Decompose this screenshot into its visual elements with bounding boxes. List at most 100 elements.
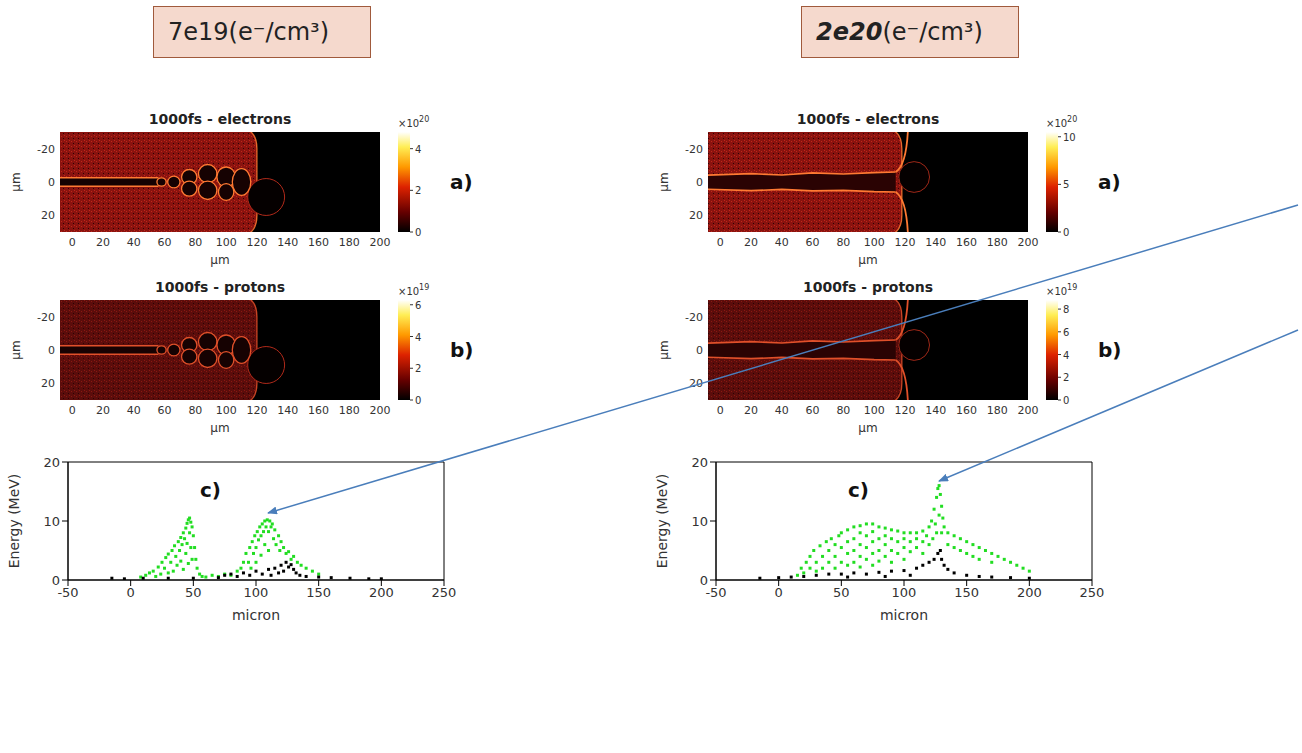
- svg-text:-20: -20: [685, 143, 703, 156]
- svg-text:μm: μm: [9, 172, 23, 191]
- svg-text:20: 20: [691, 455, 708, 470]
- svg-text:8: 8: [1063, 304, 1069, 315]
- svg-text:μm: μm: [210, 421, 229, 435]
- svg-text:120: 120: [246, 236, 267, 249]
- svg-text:0: 0: [700, 573, 708, 588]
- svg-text:50: 50: [833, 585, 850, 600]
- svg-text:80: 80: [836, 236, 850, 249]
- svg-text:0: 0: [415, 227, 421, 238]
- svg-text:200: 200: [370, 236, 391, 249]
- svg-text:120: 120: [894, 236, 915, 249]
- svg-text:150: 150: [306, 585, 331, 600]
- svg-text:0: 0: [127, 585, 135, 600]
- svg-text:×1020: ×1020: [398, 115, 429, 129]
- svg-text:1000fs - protons: 1000fs - protons: [803, 279, 933, 295]
- svg-text:250: 250: [1080, 585, 1105, 600]
- svg-text:180: 180: [339, 236, 360, 249]
- svg-text:200: 200: [370, 404, 391, 417]
- svg-text:160: 160: [956, 236, 977, 249]
- svg-text:40: 40: [775, 236, 789, 249]
- svg-text:a): a): [450, 170, 473, 194]
- svg-text:40: 40: [127, 236, 141, 249]
- svg-text:4: 4: [415, 144, 421, 155]
- svg-text:20: 20: [689, 377, 703, 390]
- svg-text:180: 180: [987, 404, 1008, 417]
- svg-text:20: 20: [96, 404, 110, 417]
- svg-text:0: 0: [1063, 227, 1069, 238]
- svg-text:20: 20: [41, 209, 55, 222]
- svg-text:2: 2: [415, 363, 421, 374]
- svg-text:200: 200: [1017, 585, 1042, 600]
- svg-text:-50: -50: [705, 585, 726, 600]
- svg-text:60: 60: [158, 404, 172, 417]
- svg-text:-20: -20: [685, 311, 703, 324]
- svg-text:×1019: ×1019: [398, 283, 429, 297]
- svg-text:160: 160: [956, 404, 977, 417]
- svg-text:80: 80: [836, 404, 850, 417]
- svg-text:0: 0: [1063, 395, 1069, 406]
- svg-text:20: 20: [744, 236, 758, 249]
- svg-text:60: 60: [158, 236, 172, 249]
- svg-text:b): b): [1098, 338, 1121, 362]
- svg-text:-50: -50: [57, 585, 78, 600]
- svg-text:micron: micron: [232, 607, 280, 622]
- svg-text:-20: -20: [37, 311, 55, 324]
- svg-text:100: 100: [244, 585, 269, 600]
- svg-text:2: 2: [1063, 372, 1069, 383]
- svg-text:20: 20: [41, 377, 55, 390]
- svg-text:Energy (MeV): Energy (MeV): [654, 474, 670, 569]
- svg-text:μm: μm: [657, 340, 671, 359]
- svg-text:200: 200: [1018, 404, 1039, 417]
- svg-text:160: 160: [308, 236, 329, 249]
- svg-text:1000fs - electrons: 1000fs - electrons: [149, 111, 292, 127]
- svg-text:150: 150: [954, 585, 979, 600]
- svg-text:100: 100: [216, 404, 237, 417]
- svg-text:140: 140: [925, 404, 946, 417]
- svg-text:200: 200: [369, 585, 394, 600]
- svg-text:0: 0: [48, 344, 55, 357]
- svg-text:20: 20: [96, 236, 110, 249]
- svg-text:b): b): [450, 338, 473, 362]
- svg-text:2: 2: [415, 185, 421, 196]
- svg-text:0: 0: [48, 176, 55, 189]
- svg-text:10: 10: [43, 514, 60, 529]
- svg-text:10: 10: [691, 514, 708, 529]
- svg-text:40: 40: [127, 404, 141, 417]
- svg-text:×1020: ×1020: [1046, 115, 1077, 129]
- svg-text:0: 0: [69, 404, 76, 417]
- svg-text:80: 80: [188, 236, 202, 249]
- svg-text:a): a): [1098, 170, 1121, 194]
- svg-text:μm: μm: [657, 172, 671, 191]
- svg-text:20: 20: [744, 404, 758, 417]
- svg-text:180: 180: [987, 236, 1008, 249]
- svg-text:200: 200: [1018, 236, 1039, 249]
- svg-text:20: 20: [43, 455, 60, 470]
- svg-text:100: 100: [864, 404, 885, 417]
- svg-text:4: 4: [1063, 350, 1069, 361]
- svg-text:80: 80: [188, 404, 202, 417]
- svg-text:4: 4: [415, 332, 421, 343]
- svg-text:140: 140: [277, 236, 298, 249]
- svg-text:120: 120: [894, 404, 915, 417]
- svg-text:0: 0: [69, 236, 76, 249]
- svg-text:100: 100: [216, 236, 237, 249]
- svg-text:1000fs - protons: 1000fs - protons: [155, 279, 285, 295]
- svg-text:0: 0: [717, 404, 724, 417]
- svg-text:100: 100: [864, 236, 885, 249]
- svg-text:0: 0: [696, 176, 703, 189]
- svg-text:1000fs - electrons: 1000fs - electrons: [797, 111, 940, 127]
- svg-text:μm: μm: [210, 253, 229, 267]
- svg-text:140: 140: [925, 236, 946, 249]
- svg-text:100: 100: [892, 585, 917, 600]
- svg-text:10: 10: [1063, 132, 1076, 143]
- svg-text:40: 40: [775, 404, 789, 417]
- svg-text:micron: micron: [880, 607, 928, 622]
- svg-text:μm: μm: [858, 253, 877, 267]
- svg-text:5: 5: [1063, 179, 1069, 190]
- svg-text:6: 6: [1063, 327, 1069, 338]
- svg-text:140: 140: [277, 404, 298, 417]
- svg-text:0: 0: [52, 573, 60, 588]
- svg-text:250: 250: [432, 585, 457, 600]
- svg-text:0: 0: [775, 585, 783, 600]
- svg-text:μm: μm: [9, 340, 23, 359]
